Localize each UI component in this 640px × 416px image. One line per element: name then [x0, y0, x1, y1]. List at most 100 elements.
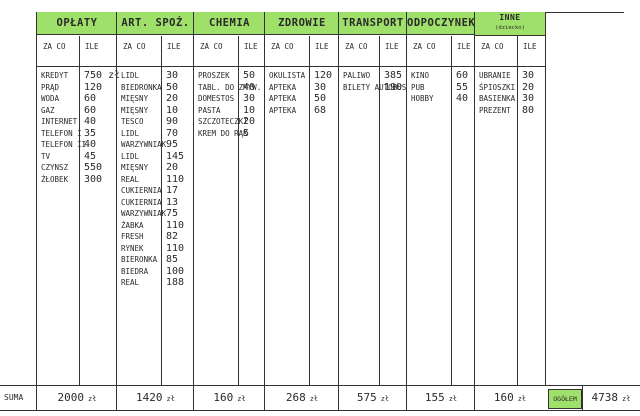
list-item: FRESH [121, 232, 144, 241]
amount-value: 60 [84, 104, 97, 116]
amount-header: ILE [315, 42, 329, 51]
amount-value: 95 [166, 139, 179, 150]
list-item: TABL. DO ZMYW. [198, 82, 262, 92]
column-chemia: CHEMIA ZA CO ILE PROSZEK TABL. DO ZMYW. DOMES… [193, 12, 265, 385]
item-list: UBRANIE ŚPIOSZKI BASIENKA PREZENT [479, 70, 515, 116]
amount-value: 35 [84, 127, 97, 139]
column-divider [517, 36, 518, 385]
item-list: LIDL BIEDRONKA MIĘSNY MIĘSNY TESCO LIDL WARZYW… [121, 70, 166, 289]
list-item: BILETY AUTOBUS [343, 82, 407, 92]
amount-list: 750 zł 120 60 60 40 35 40 45 550 300 [84, 70, 120, 185]
list-item: PALIWO [343, 71, 371, 80]
sum-art-spoz: 1420 zł [116, 386, 194, 410]
sum-inne: 160 zł [474, 386, 545, 410]
column-header-odpoczynek: ODPOCZYNEK [407, 12, 475, 35]
list-item: ŻABKA [121, 220, 144, 230]
amount-list: 30 50 20 10 90 70 95 145 20 110 17 13 75 110 82 110 85 10… [166, 70, 184, 289]
column-header-zdrowie: ZDROWIE [265, 12, 339, 35]
amount-value: 750 zł [84, 70, 121, 81]
summary-label: SUMA [4, 393, 24, 402]
list-item: OKULISTA [269, 71, 306, 80]
sum-unit: zł [88, 395, 97, 403]
list-item: BIERONKA [121, 255, 158, 264]
list-item: MIĘSNY [121, 94, 149, 103]
sum-value: 2000 [57, 391, 85, 404]
amount-value: 10 [243, 104, 256, 116]
amount-value: 120 [84, 81, 103, 93]
list-item: TELEFON II [41, 140, 87, 149]
list-item: LIDL [121, 151, 140, 161]
amount-value: 55 [456, 81, 469, 93]
sum-unit: zł [380, 395, 390, 403]
column-divider [161, 36, 162, 385]
amount-value: 20 [522, 81, 535, 93]
list-item: UBRANIE [479, 71, 511, 80]
amount-value: 30 [243, 93, 256, 104]
amount-header: ILE [385, 42, 399, 51]
item-header: ZA CO [481, 42, 504, 51]
amount-value: 70 [166, 127, 179, 139]
list-item: MIĘSNY [121, 163, 149, 172]
column-subheader: ZA CO ILE [194, 36, 265, 67]
amount-value: 90 [166, 116, 179, 127]
sum-unit: zł [517, 395, 527, 403]
column-divider [379, 36, 380, 385]
list-item: TESCO [121, 117, 144, 126]
amount-list: 385 190 [384, 70, 402, 93]
amount-value: 50 [314, 93, 327, 104]
sum-value: 155 [424, 391, 445, 404]
list-item: DOMESTOS [198, 94, 235, 103]
amount-value: 60 [84, 93, 97, 104]
amount-value: 385 [384, 70, 403, 81]
list-item: PASTA [198, 105, 221, 115]
list-item: PROSZEK [198, 71, 230, 80]
column-header-art-spoz: ART. SPOŻ. [117, 12, 194, 35]
column-art-spoz: ART. SPOŻ. ZA CO ILE LIDL BIEDRONKA MIĘSNY MIĘ… [116, 12, 194, 385]
list-item: PRĄD [41, 82, 60, 92]
list-item: WARZYWNIAK [121, 140, 167, 149]
amount-value: 110 [166, 219, 185, 231]
column-title: OPŁATY [56, 17, 98, 29]
list-item: HOBBY [411, 94, 434, 103]
sum-odpoczynek: 155 zł [406, 386, 475, 410]
sum-value: 160 [213, 391, 234, 404]
amount-value: 110 [166, 173, 185, 185]
list-item: GAZ [41, 105, 55, 115]
amount-header: ILE [244, 42, 258, 51]
list-item: REAL [121, 174, 140, 184]
item-list: KINO PUB HOBBY [411, 70, 434, 105]
list-item: BASIENKA [479, 94, 516, 103]
sum-value: 160 [493, 391, 514, 404]
column-header-chemia: CHEMIA [194, 12, 265, 35]
list-item: KREDYT [41, 71, 69, 80]
amount-list: 30 20 30 80 [522, 70, 534, 116]
sum-value: 1420 [136, 391, 163, 404]
list-item: CUKIERNIA [121, 186, 162, 195]
list-item: PREZENT [479, 105, 511, 115]
total-label: OGÓŁEM [548, 389, 582, 409]
amount-value: 10 [166, 104, 179, 116]
list-item: KREM DO RĄK [198, 128, 248, 138]
sum-value: 268 [285, 391, 306, 404]
list-item: BIEDRA [121, 266, 149, 276]
amount-value: 145 [166, 150, 185, 162]
list-item: CUKIERNIA [121, 197, 162, 207]
amount-value: 30 [522, 70, 535, 81]
list-item: WODA [41, 94, 60, 103]
column-subheader: ZA CO ILE [407, 36, 475, 67]
amount-value: 20 [166, 162, 179, 173]
sum-oplaty: 2000 zł [36, 386, 117, 410]
amount-value: 30 [166, 70, 179, 81]
list-item: CZYNSZ [41, 163, 69, 172]
amount-value: 30 [314, 81, 327, 93]
column-title: TRANSPORT [342, 17, 404, 29]
column-title: ZDROWIE [278, 17, 326, 29]
list-item: LIDL [121, 71, 140, 80]
amount-value: 190 [384, 81, 403, 93]
list-item: APTEKA [269, 94, 297, 103]
column-subheader: ZA CO ILE [117, 36, 194, 67]
amount-value: 82 [166, 231, 179, 242]
column-inne: INNE (dziecko) ZA CO ILE UBRANIE ŚPIOSZKI BASI… [474, 12, 546, 385]
amount-value: 40 [243, 81, 256, 93]
